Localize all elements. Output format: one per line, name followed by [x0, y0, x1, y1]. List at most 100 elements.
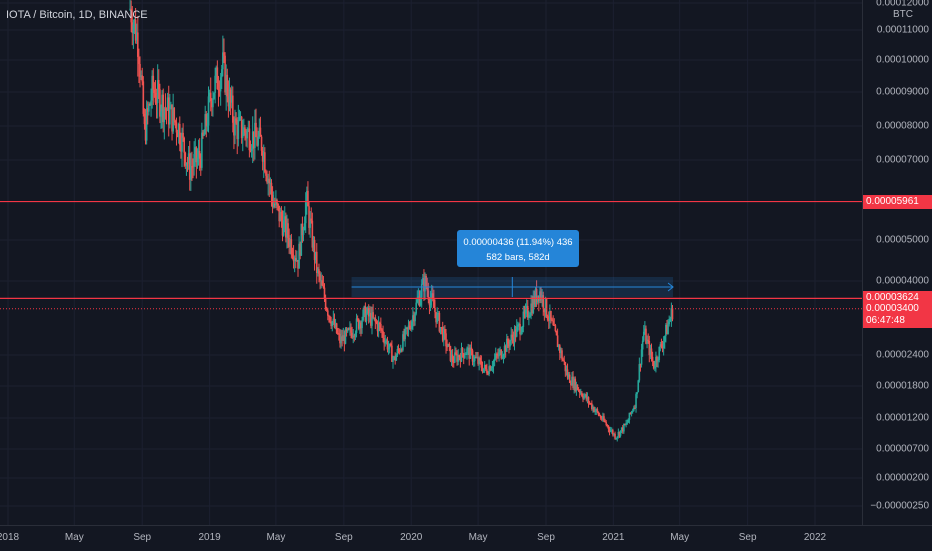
candle-body — [146, 108, 149, 112]
time-axis[interactable]: 2018 May Sep 2019 May Sep 2020 May Sep 2021 May Sep… — [0, 525, 932, 551]
candle-body — [647, 339, 649, 341]
candlestick-chart[interactable] — [0, 0, 862, 525]
candle-body — [598, 415, 601, 417]
candle-body — [480, 360, 483, 368]
candle-body — [404, 328, 406, 340]
candle-body — [436, 313, 438, 323]
candle-body — [205, 114, 208, 127]
candle-body — [406, 327, 409, 330]
candle-body — [364, 306, 367, 322]
candle-body — [636, 392, 638, 395]
candle-body — [293, 258, 296, 262]
candle-body — [328, 315, 330, 317]
candle-body — [539, 291, 541, 301]
candle-body — [425, 276, 427, 287]
candle-body — [429, 299, 432, 306]
candle-body — [464, 354, 466, 358]
candle-body — [414, 313, 416, 322]
measure-arrow-head — [667, 282, 674, 292]
candle-body — [637, 380, 640, 393]
candle-body — [156, 80, 159, 103]
candle-body — [166, 97, 169, 111]
candle-body — [515, 326, 518, 337]
price-axis[interactable]: −0.00000250 0.00000200 0.00000700 0.0000120… — [862, 0, 932, 525]
candle-body — [349, 327, 351, 330]
candle-body — [593, 407, 595, 412]
candle-body — [603, 416, 605, 421]
candle-body — [356, 318, 359, 320]
candle-body — [367, 307, 370, 317]
candle-body — [256, 136, 258, 146]
candle-body — [180, 144, 182, 152]
candle-body — [504, 345, 507, 352]
candle-body — [216, 67, 219, 90]
candle-body — [149, 103, 151, 106]
candle-body — [544, 298, 547, 313]
candle-body — [365, 313, 368, 322]
candle-body — [191, 166, 193, 168]
candle-body — [594, 410, 596, 412]
candle-body — [327, 310, 329, 316]
candle-body — [329, 316, 331, 322]
candle-body — [655, 356, 657, 367]
candle-body — [520, 332, 522, 335]
candle-body — [152, 75, 155, 90]
candle-body — [359, 322, 361, 329]
candle-body — [631, 410, 634, 412]
time-tick-label: May — [64, 532, 84, 543]
candle-body — [391, 345, 393, 362]
candle-body — [142, 81, 145, 114]
candle-body — [401, 349, 403, 351]
candle-body — [445, 333, 447, 347]
candle-body — [509, 340, 511, 347]
candle-body — [223, 52, 225, 56]
candle-body — [457, 355, 459, 362]
candle-body — [578, 390, 581, 393]
time-tick-label: 2021 — [602, 532, 625, 543]
candle-body — [623, 423, 625, 432]
horizontal-line-price-tag: 0.00005961 — [863, 194, 932, 209]
candle-body — [266, 175, 268, 183]
candle-body — [484, 364, 487, 370]
candle-body — [296, 260, 298, 262]
candle-body — [332, 318, 335, 322]
candle-body — [540, 291, 542, 301]
candle-body — [488, 366, 490, 375]
candle-body — [247, 128, 250, 131]
candle-body — [514, 329, 517, 337]
candle-body — [335, 323, 338, 334]
candle-body — [409, 327, 412, 329]
candle-body — [333, 318, 336, 328]
candle-body — [443, 329, 445, 341]
candle-body — [496, 353, 498, 355]
candle-body — [183, 137, 186, 153]
candle-body — [264, 152, 266, 172]
candle-body — [435, 312, 437, 323]
candle-body — [237, 119, 240, 140]
candle-body — [491, 366, 494, 369]
candle-body — [384, 341, 387, 344]
price-tick-label: 0.00000700 — [876, 443, 929, 455]
candle-body — [131, 22, 134, 34]
candle-body — [553, 324, 556, 326]
candle-body — [630, 411, 633, 414]
candle-body — [201, 132, 203, 168]
candle-body — [157, 80, 160, 90]
candle-body — [571, 376, 573, 386]
candle-body — [440, 327, 443, 329]
candle-body — [498, 351, 500, 357]
candle-body — [290, 239, 293, 254]
candle-body — [320, 280, 322, 282]
candle-body — [178, 124, 181, 145]
candle-body — [602, 416, 604, 420]
chart-pane[interactable]: IOTA / Bitcoin, 1D, BINANCE 0.00000436 (… — [0, 0, 862, 525]
candle-body — [573, 378, 575, 388]
candle-body — [350, 327, 352, 333]
candle-body — [340, 336, 342, 344]
candle-body — [234, 118, 236, 136]
candle-body — [299, 243, 301, 256]
candle-body — [176, 132, 179, 138]
candle-body — [572, 376, 574, 388]
candle-body — [278, 205, 281, 222]
candle-body — [399, 349, 402, 352]
